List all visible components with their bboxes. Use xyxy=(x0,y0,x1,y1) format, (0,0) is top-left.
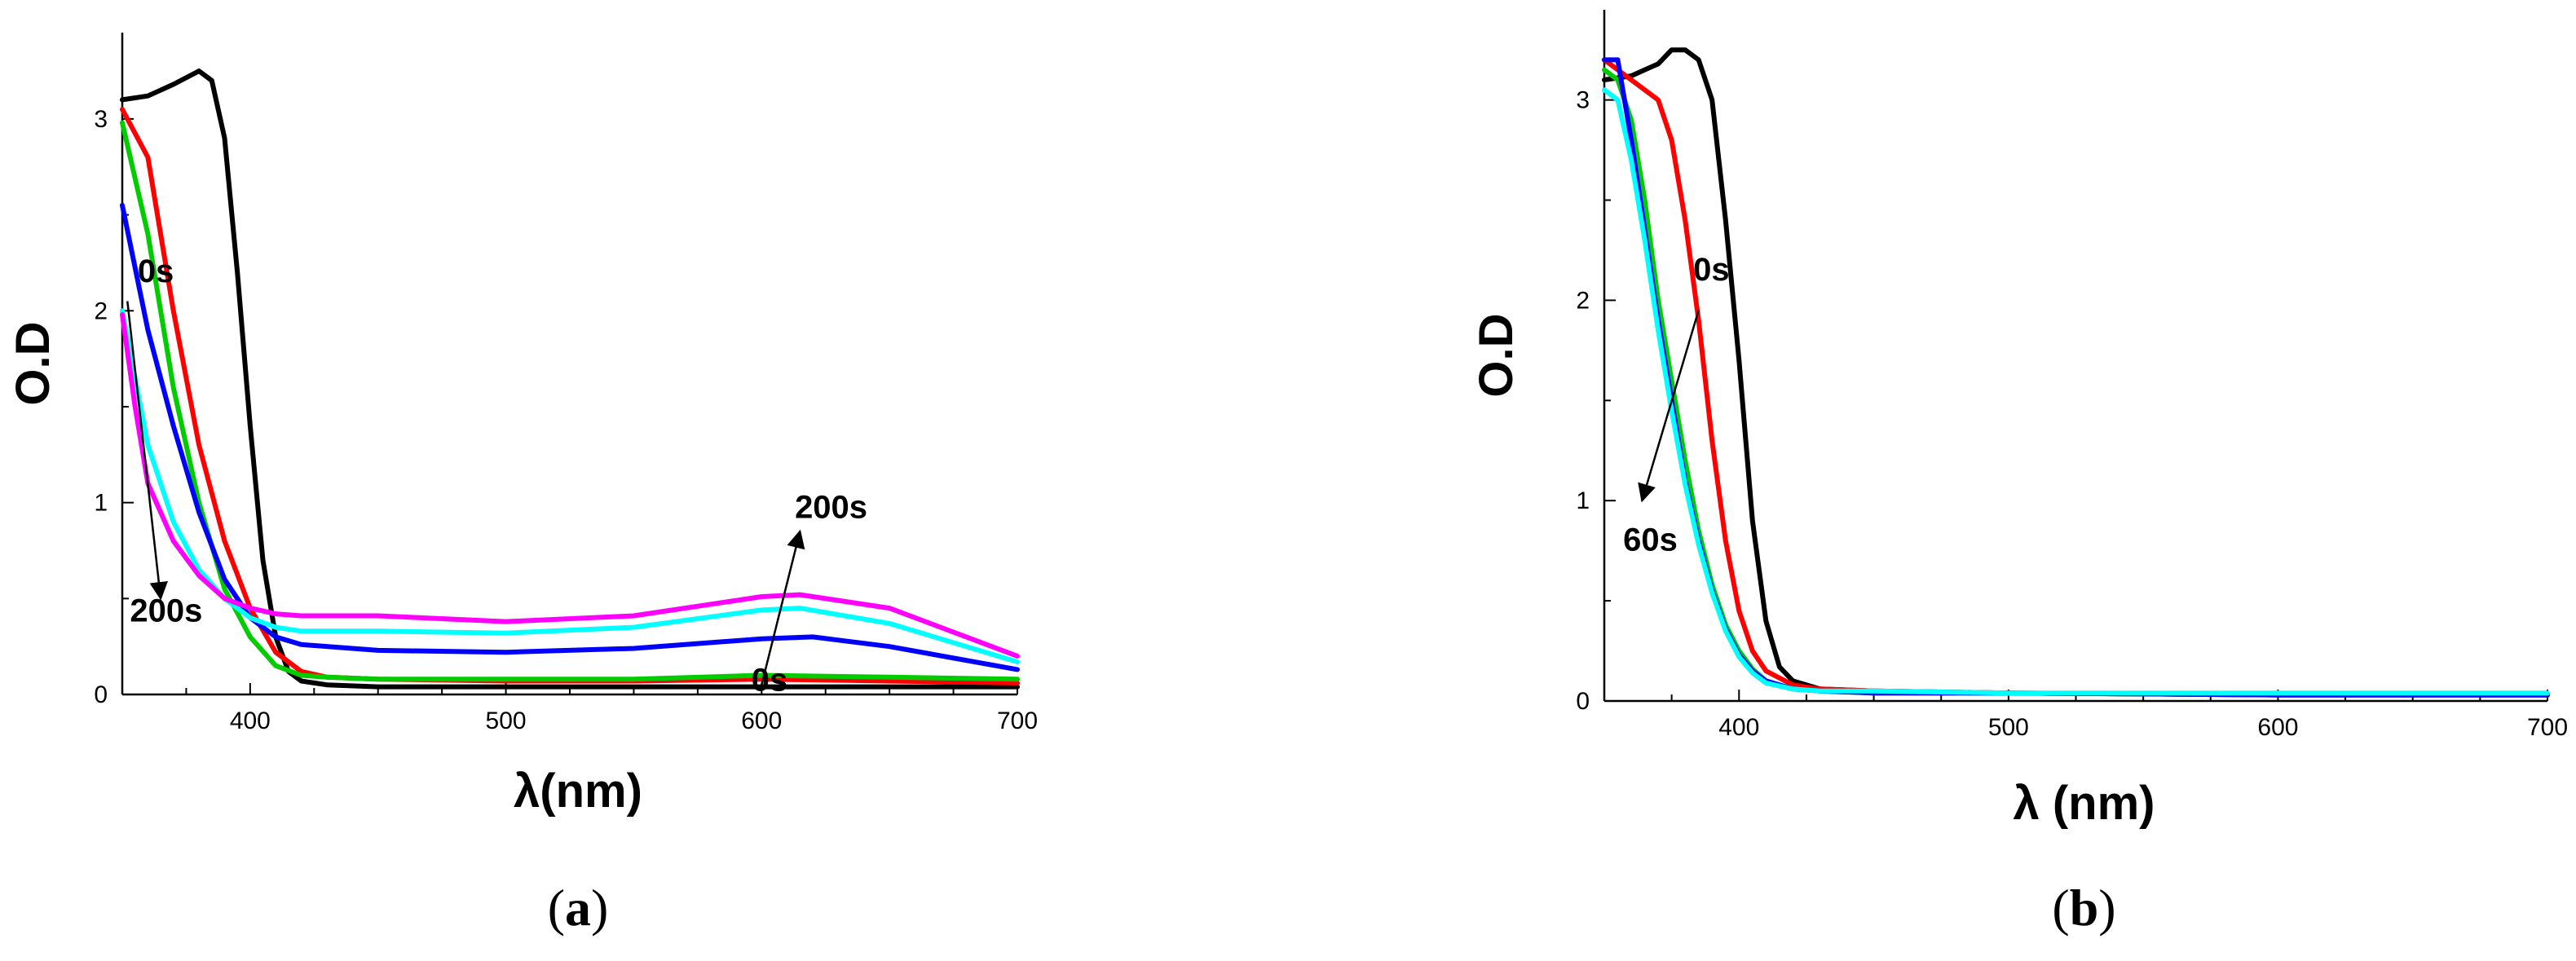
panel-label: (b) xyxy=(2052,879,2115,937)
annotation-arrow xyxy=(126,301,168,601)
annotation-arrow xyxy=(761,529,805,685)
annotation-label: 0s xyxy=(138,253,174,289)
series-line-60s xyxy=(1602,87,2550,696)
series-line-t3 xyxy=(1602,57,2550,698)
x-tick-label: 400 xyxy=(1718,714,1759,741)
annotation-label: 0s xyxy=(752,662,788,698)
panel-label-close: ) xyxy=(2098,879,2115,937)
annotation-label: 200s xyxy=(130,593,202,629)
annotation-arrow xyxy=(1638,310,1700,503)
x-tick-label: 700 xyxy=(997,708,1038,734)
series-line-0s xyxy=(120,68,1020,690)
annotation-label: 0s xyxy=(1693,252,1730,288)
x-tick-label: 400 xyxy=(230,708,271,734)
panel-label-letter: a xyxy=(565,879,591,937)
panel-label-letter: b xyxy=(2070,879,2099,937)
panel-label: (a) xyxy=(548,879,609,937)
y-axis-title: O.D xyxy=(7,321,60,405)
panel-label-close: ) xyxy=(591,879,608,937)
y-tick-label: 0 xyxy=(1576,688,1590,715)
series-line-t2 xyxy=(1602,67,2550,698)
panel-a-chart: 0 1 2 3 400 500 600 700 0s 200s 200s 0s λ(nm) O.D (a) xyxy=(7,33,1038,937)
y-tick-label: 3 xyxy=(1576,87,1590,114)
x-tick-label: 500 xyxy=(1988,714,2029,741)
x-axis-title: λ (nm) xyxy=(2014,777,2155,830)
panel-label-open: ( xyxy=(548,879,565,937)
y-tick-label: 1 xyxy=(1576,487,1590,514)
series-line-t1 xyxy=(1602,57,2550,698)
x-tick-label: 700 xyxy=(2527,714,2568,741)
x-tick-label: 600 xyxy=(2257,714,2298,741)
x-tick-label: 500 xyxy=(486,708,527,734)
y-tick-label: 0 xyxy=(94,681,108,708)
series-line-t4 xyxy=(120,308,1020,664)
y-tick-label: 3 xyxy=(94,106,108,133)
series-line-200s xyxy=(120,312,1020,659)
annotation-label: 60s xyxy=(1623,522,1678,558)
annotation-label: 200s xyxy=(795,489,867,525)
series-line-t3 xyxy=(120,202,1020,672)
series-line-t1 xyxy=(120,107,1020,685)
x-axis-title: λ(nm) xyxy=(514,765,642,818)
panel-label-open: ( xyxy=(2052,879,2069,937)
panel-b-chart: 0 1 2 3 400 500 600 700 0s 60s λ (nm) O.D (b) xyxy=(1470,10,2568,937)
y-tick-label: 2 xyxy=(1576,287,1590,314)
y-axis-title: O.D xyxy=(1470,313,1523,397)
y-tick-label: 2 xyxy=(94,298,108,324)
y-tick-label: 1 xyxy=(94,490,108,517)
series-line-t2 xyxy=(120,120,1020,682)
series-line-0s xyxy=(1602,47,2550,698)
x-tick-label: 600 xyxy=(741,708,782,734)
